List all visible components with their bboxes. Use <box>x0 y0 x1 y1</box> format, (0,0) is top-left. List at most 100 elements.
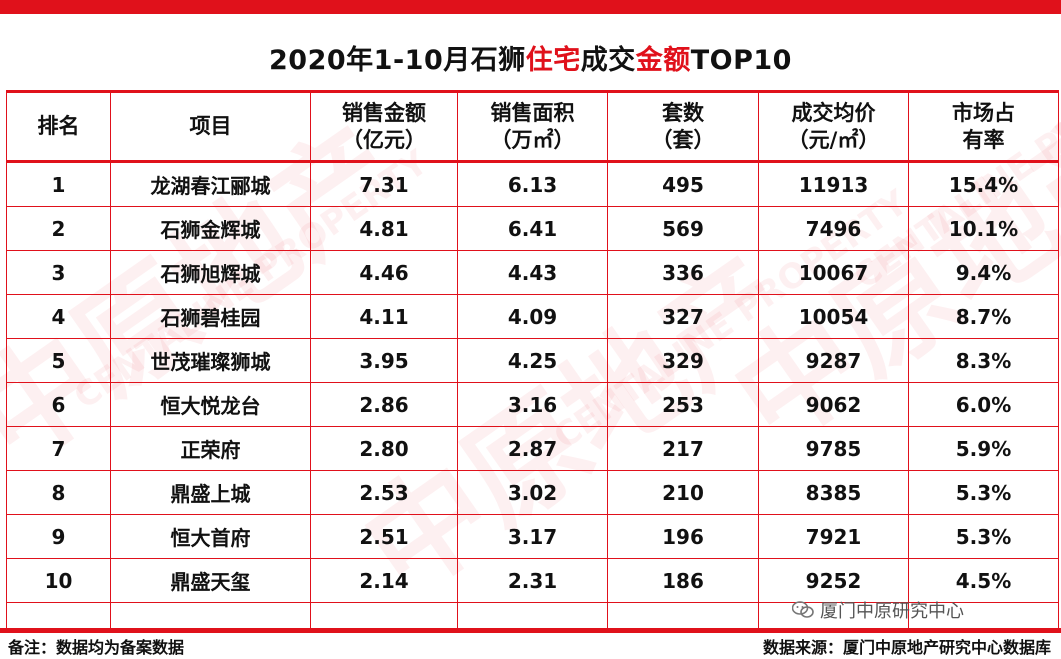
cell-area: 3.16 <box>457 382 608 427</box>
cell-area: 4.09 <box>457 294 608 339</box>
cell-price: 8385 <box>758 470 909 515</box>
cell-area: 4.43 <box>457 250 608 295</box>
table-row: 7 正荣府 2.80 2.87 217 9785 5.9% <box>6 426 1059 471</box>
empty-cell <box>457 602 608 630</box>
cell-amount: 4.81 <box>310 206 458 251</box>
cell-price: 9252 <box>758 558 909 603</box>
table-header-row: 排名 项目 销售金额 （亿元） 销售面积 （万㎡） 套数 （套） 成交均价 （元/㎡） … <box>6 90 1059 163</box>
cell-rank: 4 <box>6 294 111 339</box>
header-area: 销售面积 （万㎡） <box>457 90 608 163</box>
cell-project: 正荣府 <box>110 426 311 471</box>
cell-project: 世茂璀璨狮城 <box>110 338 311 383</box>
table-row: 9 恒大首府 2.51 3.17 196 7921 5.3% <box>6 514 1059 559</box>
cell-share: 4.5% <box>908 558 1059 603</box>
empty-cell <box>310 602 458 630</box>
footer-source: 数据来源：厦门中原地产研究中心数据库 <box>762 638 1051 657</box>
cell-units: 186 <box>607 558 759 603</box>
cell-project: 恒大首府 <box>110 514 311 559</box>
cell-share: 5.3% <box>908 470 1059 515</box>
cell-price: 7496 <box>758 206 909 251</box>
cell-amount: 4.11 <box>310 294 458 339</box>
cell-price: 9287 <box>758 338 909 383</box>
header-project: 项目 <box>110 90 311 163</box>
title-part: 成交 <box>580 45 636 76</box>
cell-rank: 2 <box>6 206 111 251</box>
cell-share: 10.1% <box>908 206 1059 251</box>
cell-units: 217 <box>607 426 759 471</box>
cell-units: 253 <box>607 382 759 427</box>
cell-rank: 7 <box>6 426 111 471</box>
empty-cell <box>110 602 311 630</box>
cell-share: 15.4% <box>908 161 1059 207</box>
cell-project: 石狮金辉城 <box>110 206 311 251</box>
cell-price: 9062 <box>758 382 909 427</box>
wechat-icon <box>791 601 814 619</box>
cell-area: 3.17 <box>457 514 608 559</box>
cell-share: 6.0% <box>908 382 1059 427</box>
table-row: 5 世茂璀璨狮城 3.95 4.25 329 9287 8.3% <box>6 338 1059 383</box>
cell-units: 327 <box>607 294 759 339</box>
cell-area: 3.02 <box>457 470 608 515</box>
ranking-table: 排名 项目 销售金额 （亿元） 销售面积 （万㎡） 套数 （套） 成交均价 （元/㎡） … <box>6 90 1059 630</box>
cell-units: 329 <box>607 338 759 383</box>
cell-amount: 2.14 <box>310 558 458 603</box>
header-share: 市场占 有率 <box>908 90 1059 163</box>
empty-cell <box>607 602 759 630</box>
cell-share: 8.7% <box>908 294 1059 339</box>
cell-price: 10067 <box>758 250 909 295</box>
cell-amount: 4.46 <box>310 250 458 295</box>
top-red-bar <box>0 0 1061 14</box>
wechat-watermark: 厦门中原研究中心 <box>791 597 964 623</box>
cell-amount: 2.51 <box>310 514 458 559</box>
wechat-label: 厦门中原研究中心 <box>820 601 964 622</box>
empty-cell <box>908 602 1059 630</box>
header-amount: 销售金额 （亿元） <box>310 90 458 163</box>
cell-rank: 1 <box>6 161 111 207</box>
cell-amount: 7.31 <box>310 161 458 207</box>
table-row: 2 石狮金辉城 4.81 6.41 569 7496 10.1% <box>6 206 1059 251</box>
cell-units: 210 <box>607 470 759 515</box>
cell-area: 2.87 <box>457 426 608 471</box>
cell-area: 6.13 <box>457 161 608 207</box>
bottom-red-bar <box>0 628 1061 633</box>
cell-units: 569 <box>607 206 759 251</box>
cell-price: 7921 <box>758 514 909 559</box>
title-highlight: 住宅 <box>525 45 581 76</box>
table-row: 4 石狮碧桂园 4.11 4.09 327 10054 8.7% <box>6 294 1059 339</box>
cell-rank: 9 <box>6 514 111 559</box>
footer-note: 备注：数据均为备案数据 <box>8 638 185 657</box>
page-title: 2020年1-10月石狮住宅成交金额TOP10 <box>0 38 1061 77</box>
cell-rank: 6 <box>6 382 111 427</box>
cell-units: 336 <box>607 250 759 295</box>
header-rank: 排名 <box>6 90 111 163</box>
table-row: 6 恒大悦龙台 2.86 3.16 253 9062 6.0% <box>6 382 1059 427</box>
cell-units: 495 <box>607 161 759 207</box>
cell-area: 2.31 <box>457 558 608 603</box>
header-units: 套数 （套） <box>607 90 759 163</box>
cell-project: 龙湖春江郦城 <box>110 161 311 207</box>
title-part: 2020年1-10月石狮 <box>269 45 526 76</box>
cell-price: 10054 <box>758 294 909 339</box>
table-row: 1 龙湖春江郦城 7.31 6.13 495 11913 15.4% <box>6 161 1059 207</box>
cell-share: 5.9% <box>908 426 1059 471</box>
cell-share: 5.3% <box>908 514 1059 559</box>
table-row: 8 鼎盛上城 2.53 3.02 210 8385 5.3% <box>6 470 1059 515</box>
cell-units: 196 <box>607 514 759 559</box>
cell-rank: 3 <box>6 250 111 295</box>
empty-cell <box>6 602 111 630</box>
cell-share: 9.4% <box>908 250 1059 295</box>
cell-price: 9785 <box>758 426 909 471</box>
table-row: 3 石狮旭辉城 4.46 4.43 336 10067 9.4% <box>6 250 1059 295</box>
table-body: 1 龙湖春江郦城 7.31 6.13 495 11913 15.4% 2 石狮金辉城 4.81 6.… <box>6 161 1059 630</box>
cell-area: 6.41 <box>457 206 608 251</box>
cell-price: 11913 <box>758 161 909 207</box>
cell-amount: 2.53 <box>310 470 458 515</box>
cell-project: 恒大悦龙台 <box>110 382 311 427</box>
table-row: 10 鼎盛天玺 2.14 2.31 186 9252 4.5% <box>6 558 1059 603</box>
cell-amount: 2.86 <box>310 382 458 427</box>
title-highlight: 金额 <box>635 45 691 76</box>
cell-amount: 2.80 <box>310 426 458 471</box>
cell-rank: 8 <box>6 470 111 515</box>
cell-project: 石狮碧桂园 <box>110 294 311 339</box>
cell-share: 8.3% <box>908 338 1059 383</box>
